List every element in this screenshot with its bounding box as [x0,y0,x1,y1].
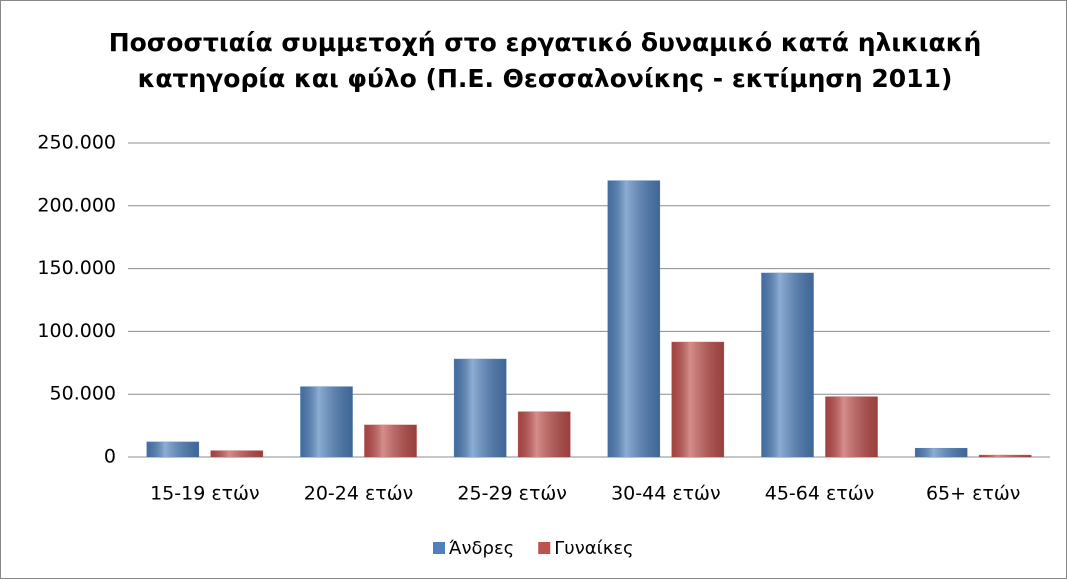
y-tick-label: 50.000 [50,383,116,405]
bar [607,180,661,458]
legend-label: Άνδρες [449,538,514,559]
y-tick-label: 200.000 [37,194,116,216]
chart-title: Ποσοστιαία συμμετοχή στο εργατικό δυναμι… [109,28,982,57]
bar [914,447,968,458]
bar [364,424,417,458]
bar [978,454,1032,458]
legend-swatch [538,542,551,554]
legend-swatch [433,542,445,554]
x-tick-label: 65+ ετών [926,483,1020,505]
bar [210,450,264,458]
bar [671,341,725,458]
bar [761,272,814,458]
bar [825,396,878,458]
x-tick-label: 20-24 ετών [304,483,413,505]
y-tick-label: 150.000 [37,257,116,279]
bar [453,358,507,458]
y-tick-label: 100.000 [37,320,116,342]
x-tick-label: 15-19 ετών [150,483,259,505]
x-tick-label: 45-64 ετών [765,483,874,505]
x-tick-label: 30-44 ετών [611,483,720,505]
y-tick-label: 250.000 [37,132,116,154]
x-tick-label: 25-29 ετών [457,483,566,505]
legend-label: Γυναίκες [554,538,633,559]
y-tick-label: 0 [104,446,116,468]
bar [146,441,200,458]
bar [300,386,353,458]
bar [517,411,571,458]
chart-title: κατηγορία και φύλο (Π.Ε. Θεσσαλονίκης - … [138,64,953,93]
